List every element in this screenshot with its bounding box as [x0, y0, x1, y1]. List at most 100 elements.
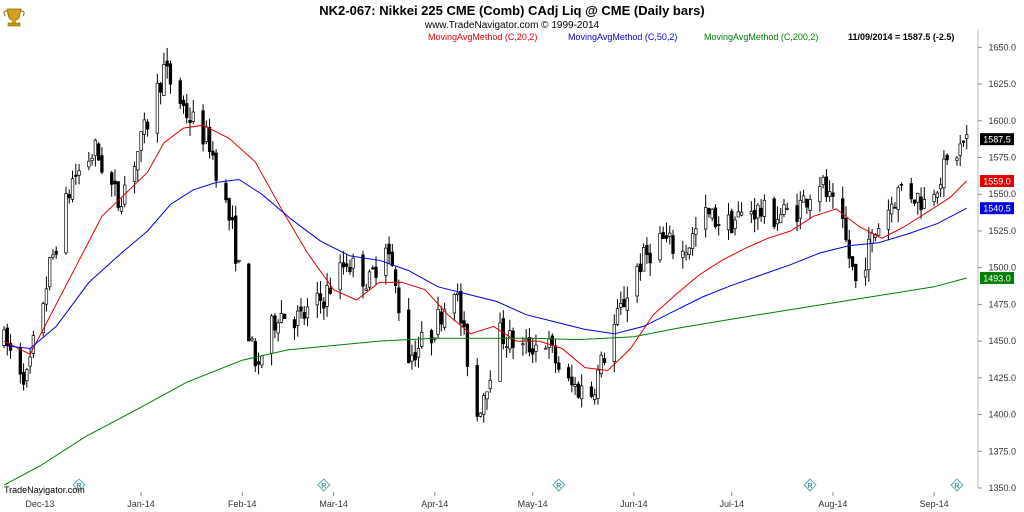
- candle-body: [145, 121, 150, 130]
- candle-body: [641, 247, 646, 272]
- candle-body: [214, 152, 218, 181]
- footer-credit: TradeNavigator.com: [4, 485, 85, 495]
- candle-body: [808, 199, 812, 211]
- candle-body: [459, 290, 463, 324]
- y-tick-label: 1600.0: [988, 116, 1016, 126]
- candle-body: [397, 287, 401, 314]
- candle-body: [922, 199, 926, 209]
- candle-body: [684, 252, 688, 256]
- candle-body: [48, 257, 52, 288]
- x-tick-label: May-14: [518, 499, 548, 509]
- value-tag-label: 1493.0: [983, 273, 1011, 283]
- svg-text:R: R: [556, 483, 561, 490]
- candle-body: [645, 244, 649, 256]
- candle-body: [668, 232, 672, 237]
- candle-body: [142, 119, 146, 135]
- candle-body: [21, 372, 26, 385]
- plot-area: [2, 47, 969, 486]
- candle-body: [739, 211, 744, 216]
- logo-icon: [3, 8, 25, 27]
- candle-body: [704, 207, 708, 230]
- candle-body: [44, 288, 49, 305]
- candle-body: [51, 254, 55, 258]
- candle-body: [390, 251, 395, 267]
- candle-body: [912, 199, 917, 204]
- candle-body: [759, 207, 763, 217]
- candle-body: [364, 288, 368, 291]
- candle-body: [961, 140, 966, 143]
- candle-body: [935, 192, 940, 198]
- y-tick-label: 1575.0: [988, 153, 1016, 163]
- candle-body: [211, 150, 215, 156]
- candle-body: [181, 99, 186, 106]
- candle-body: [41, 303, 45, 333]
- candle-body: [250, 338, 254, 341]
- candle-body: [322, 301, 326, 309]
- candle-body: [661, 232, 665, 239]
- candle-body: [730, 210, 734, 234]
- candle-body: [384, 247, 388, 276]
- candle-body: [557, 362, 561, 370]
- candle-body: [185, 103, 189, 119]
- candle-body: [429, 330, 434, 344]
- y-tick-label: 1375.0: [988, 446, 1016, 456]
- candle-body: [612, 324, 616, 363]
- legend-item: MovingAvgMethod (C,20,2): [428, 32, 537, 42]
- candle-body: [345, 263, 349, 267]
- y-tick-label: 1650.0: [988, 42, 1016, 52]
- candle-body: [201, 110, 205, 145]
- candle-body: [54, 250, 58, 255]
- candle-body: [805, 198, 809, 208]
- y-tick-label: 1500.0: [988, 263, 1016, 273]
- candle-body: [527, 337, 532, 353]
- candle-body: [896, 187, 900, 210]
- candle-body: [501, 318, 505, 345]
- candle-body: [110, 172, 114, 185]
- candle-body: [965, 134, 969, 139]
- candle-body: [387, 243, 391, 255]
- candle-body: [717, 224, 721, 226]
- candle-body: [615, 307, 620, 325]
- candle-body: [867, 238, 871, 271]
- value-tag-label: 1540.5: [983, 204, 1011, 214]
- candle-body: [579, 385, 584, 400]
- candle-body: [283, 313, 287, 320]
- candle-body: [824, 176, 829, 198]
- candle-body: [619, 303, 623, 308]
- candle-body: [439, 311, 443, 325]
- candle-body: [687, 247, 691, 255]
- svg-text:R: R: [808, 483, 813, 490]
- candle-body: [299, 306, 303, 312]
- candle-body: [534, 344, 538, 352]
- candle-body: [393, 269, 398, 287]
- y-tick-label: 1625.0: [988, 79, 1016, 89]
- candle-body: [602, 358, 607, 363]
- candle-body: [707, 207, 711, 215]
- candle-body: [191, 111, 195, 122]
- candle-body: [593, 394, 597, 400]
- candle-body: [296, 310, 300, 326]
- r-diamond-icon: R: [552, 478, 566, 492]
- y-tick-label: 1550.0: [988, 189, 1016, 199]
- svg-text:R: R: [954, 483, 959, 490]
- r-diamond-icon: R: [317, 478, 331, 492]
- moving-average-line: [3, 277, 967, 486]
- candle-body: [96, 143, 101, 161]
- candle-body: [752, 209, 757, 220]
- candle-body: [227, 198, 231, 221]
- candle-body: [28, 356, 32, 367]
- candle-body: [64, 193, 68, 254]
- candle-body: [876, 228, 881, 236]
- candle-body: [276, 322, 280, 334]
- candle-body: [782, 204, 786, 215]
- candle-body: [325, 285, 329, 307]
- candle-body: [596, 369, 600, 399]
- candle-body: [136, 151, 140, 171]
- y-tick-label: 1400.0: [988, 410, 1016, 420]
- candle-body: [573, 384, 577, 387]
- candle-body: [407, 309, 411, 364]
- x-tick-label: Dec-13: [25, 499, 54, 509]
- candle-body: [713, 207, 718, 228]
- candle-body: [942, 158, 946, 189]
- candle-body: [681, 250, 685, 258]
